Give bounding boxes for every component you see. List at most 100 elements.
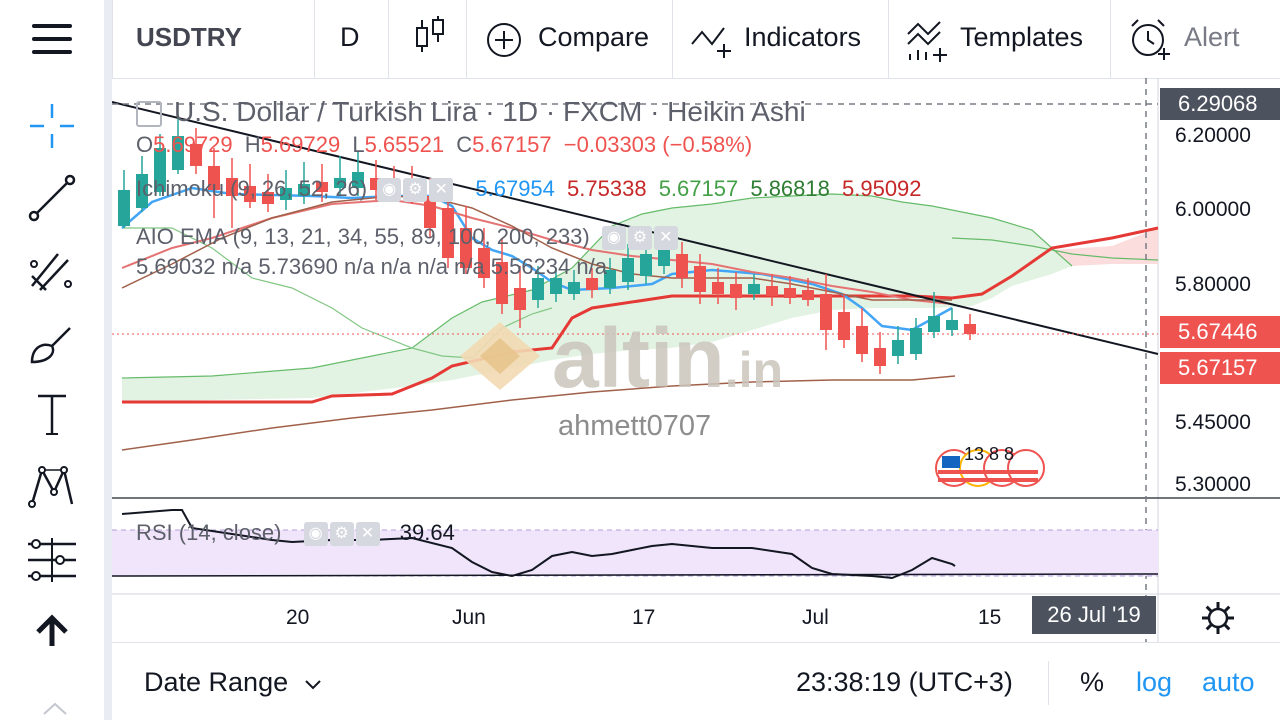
ichimoku-value-1: 5.67954	[475, 176, 555, 201]
senkou-span-b	[951, 237, 1159, 261]
templates-button[interactable]: Templates	[906, 18, 1102, 62]
aio-ema-controls[interactable]: ◉ ⚙ ✕	[601, 224, 680, 251]
event-badges[interactable]	[935, 449, 1045, 487]
sliders-icon	[28, 538, 76, 582]
pattern-icon	[28, 466, 74, 508]
brush-tool[interactable]	[22, 314, 82, 374]
percent-toggle[interactable]: %	[1080, 667, 1105, 697]
candle-body	[262, 192, 274, 204]
close-key: C	[456, 132, 473, 157]
menu-icon[interactable]	[32, 24, 72, 56]
low-value: 5.65521	[364, 132, 445, 157]
text-icon	[38, 394, 66, 435]
time-tick: 20	[286, 606, 310, 629]
indicators-button[interactable]: Indicators	[690, 18, 880, 60]
gear-icon[interactable]: ⚙	[627, 226, 652, 251]
candle-body	[910, 328, 922, 354]
gear-icon[interactable]: ⚙	[329, 522, 354, 547]
templates-label: Templates	[960, 22, 1084, 52]
date-range-button[interactable]: Date Range	[144, 667, 322, 698]
chart-area[interactable]: altin.in ahmett0707 U.S. Dollar / Turkis…	[112, 78, 1280, 642]
legend-toggle-icon[interactable]	[136, 100, 162, 127]
symbol-search-button[interactable]: USDTRY	[136, 22, 242, 52]
chevron-down-icon	[304, 667, 322, 698]
close-icon[interactable]: ✕	[429, 178, 454, 203]
candle-body	[550, 278, 562, 294]
candle-body	[784, 288, 796, 298]
watermark-brand-text: altin	[552, 311, 725, 405]
ichimoku-value-4: 5.86818	[750, 176, 830, 201]
chart-type-button[interactable]	[410, 16, 450, 56]
crosshair-date-label: 26 Jul '19	[1032, 596, 1156, 634]
close-icon[interactable]: ✕	[653, 226, 678, 251]
templates-icon	[907, 21, 947, 62]
legend-rsi[interactable]: RSI (14, close) ◉ ⚙ ✕ 39.64	[136, 520, 455, 547]
candle-body	[676, 254, 688, 278]
candle-body	[208, 166, 220, 190]
alert-button[interactable]: Alert	[1128, 16, 1278, 62]
crosshair-tool[interactable]	[22, 96, 82, 156]
candle-body	[640, 254, 652, 276]
candle-body	[496, 262, 508, 304]
candle-body	[622, 258, 634, 282]
candle-body	[748, 284, 760, 294]
logo-icon	[460, 322, 540, 390]
candle-body	[136, 174, 148, 208]
candles	[118, 118, 976, 374]
candle-body	[766, 286, 778, 296]
clock[interactable]: 23:38:19 (UTC+3)	[796, 667, 1013, 697]
interval-button[interactable]: D	[340, 22, 360, 52]
candle-body	[190, 144, 202, 166]
candle-body	[712, 282, 724, 294]
ichimoku-cloud-bear	[1052, 228, 1158, 266]
candle-body	[424, 196, 436, 228]
compare-button[interactable]: Compare	[486, 20, 666, 60]
price-tick: 5.30000	[1175, 473, 1251, 496]
time-tick: Jun	[452, 606, 486, 629]
watermark-author: ahmett0707	[558, 410, 712, 442]
candle-body	[118, 190, 130, 226]
eye-icon[interactable]: ◉	[303, 522, 328, 547]
candle-body	[946, 320, 958, 330]
chevron-up-icon[interactable]	[40, 698, 70, 718]
candle-body	[964, 324, 976, 334]
candle-body	[352, 172, 364, 188]
watermark-brand-suffix: .in	[724, 342, 784, 398]
log-toggle[interactable]: log	[1136, 667, 1173, 697]
rsi-controls[interactable]: ◉ ⚙ ✕	[303, 520, 388, 547]
candle-body	[568, 282, 580, 294]
measure-tool[interactable]	[22, 530, 82, 590]
eye-icon[interactable]: ◉	[377, 178, 402, 203]
chart-settings-button[interactable]	[1200, 600, 1236, 636]
ichimoku-value-5: 5.95092	[842, 176, 922, 201]
time-tick: 15	[978, 606, 1002, 629]
alert-label: Alert	[1184, 22, 1240, 52]
chart-canvas[interactable]	[112, 78, 1280, 642]
auto-toggle[interactable]: auto	[1202, 667, 1255, 697]
gear-icon[interactable]: ⚙	[403, 178, 428, 203]
open-value: 5.69729	[153, 132, 233, 157]
legend-title-row[interactable]: U.S. Dollar / Turkish Lira · 1D · FXCM ·…	[136, 96, 806, 128]
change-value: −0.03303 (−0.58%)	[563, 132, 753, 157]
price-tick: 5.80000	[1175, 273, 1251, 296]
rsi-band	[112, 530, 1158, 576]
eye-icon[interactable]: ◉	[601, 226, 626, 251]
candle-body	[442, 208, 454, 258]
pitchfork-icon	[30, 253, 72, 291]
pattern-tool[interactable]	[22, 456, 82, 516]
candle-body	[856, 326, 868, 354]
ichimoku-controls[interactable]: ◉ ⚙ ✕	[377, 176, 461, 203]
legend-ichimoku[interactable]: Ichimoku (9, 26, 52, 26) ◉ ⚙ ✕ 5.67954 5.7…	[136, 176, 922, 203]
pitchfork-tool[interactable]	[22, 240, 82, 300]
brush-icon	[30, 327, 71, 364]
scroll-to-top-button[interactable]	[22, 600, 82, 660]
legend-aio-ema[interactable]: AIO EMA (9, 13, 21, 34, 55, 89, 100, 200…	[136, 224, 680, 251]
trend-line-tool[interactable]	[22, 168, 82, 228]
high-key: H	[244, 132, 261, 157]
candle-body	[514, 288, 526, 310]
close-icon[interactable]: ✕	[355, 522, 380, 547]
candle-body	[280, 188, 292, 200]
price-tick: 6.00000	[1175, 198, 1251, 221]
candle-body	[730, 284, 742, 298]
text-tool[interactable]	[22, 384, 82, 444]
